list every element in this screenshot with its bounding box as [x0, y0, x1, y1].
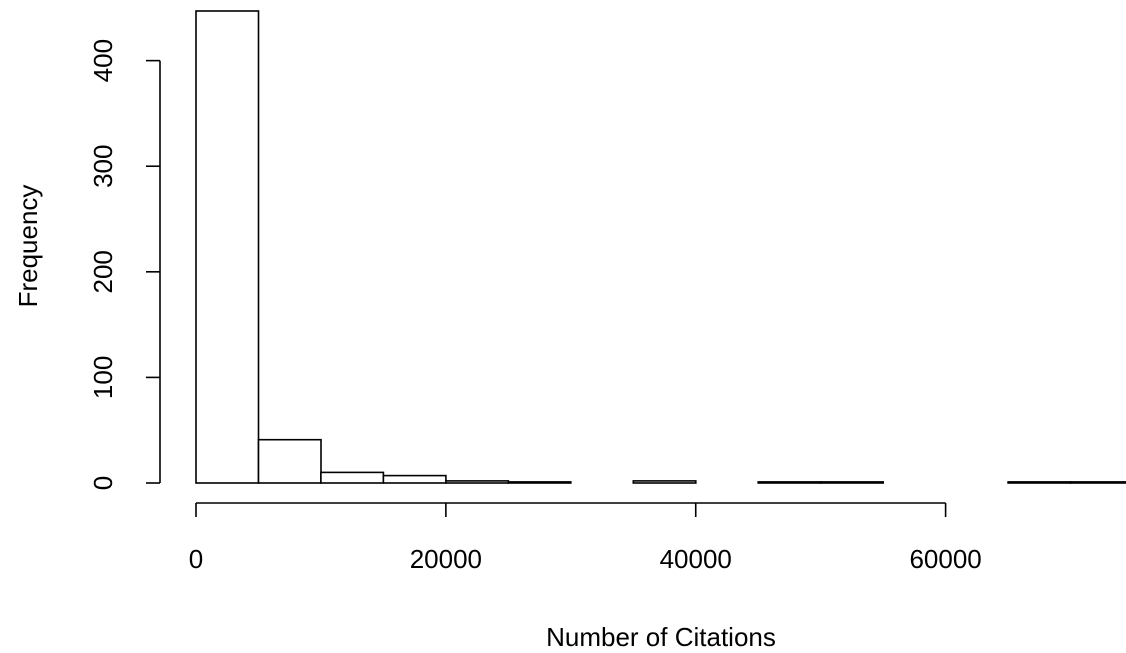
histogram-bar [257, 438, 322, 484]
y-tick-label: 200 [88, 250, 118, 293]
x-tick-label: 40000 [660, 544, 732, 574]
histogram-bar [819, 481, 885, 484]
histogram-bar [320, 471, 385, 484]
x-tick-label: 60000 [909, 544, 981, 574]
histogram-bar [507, 481, 572, 484]
histogram-bar [1007, 481, 1072, 484]
y-axis: 0 100 200 300 400 [88, 39, 161, 490]
y-tick-label: 0 [88, 476, 118, 490]
histogram-bar [632, 480, 697, 484]
histogram-bar [757, 481, 822, 484]
histogram-bar [195, 10, 260, 484]
y-tick-label: 100 [88, 356, 118, 399]
y-axis-title: Frequency [13, 185, 43, 308]
x-axis-title: Number of Citations [546, 622, 776, 652]
x-tick-label: 20000 [410, 544, 482, 574]
y-tick-label: 400 [88, 39, 118, 82]
histogram-bar [382, 474, 447, 484]
x-axis: 0 20000 40000 60000 [189, 502, 982, 574]
histogram-bar [1069, 481, 1126, 484]
histogram-bar [445, 480, 510, 484]
y-tick-label: 300 [88, 145, 118, 188]
x-tick-label: 0 [189, 544, 203, 574]
bars-group [195, 10, 1126, 484]
